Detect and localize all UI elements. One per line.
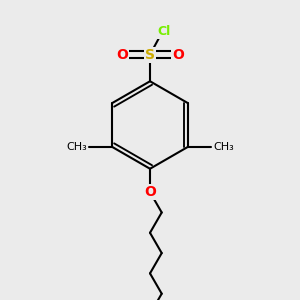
Text: O: O: [116, 48, 128, 62]
Text: S: S: [145, 48, 155, 62]
Text: CH₃: CH₃: [213, 142, 234, 152]
Text: CH₃: CH₃: [66, 142, 87, 152]
Text: Cl: Cl: [158, 26, 171, 38]
Text: O: O: [144, 185, 156, 199]
Text: O: O: [172, 48, 184, 62]
